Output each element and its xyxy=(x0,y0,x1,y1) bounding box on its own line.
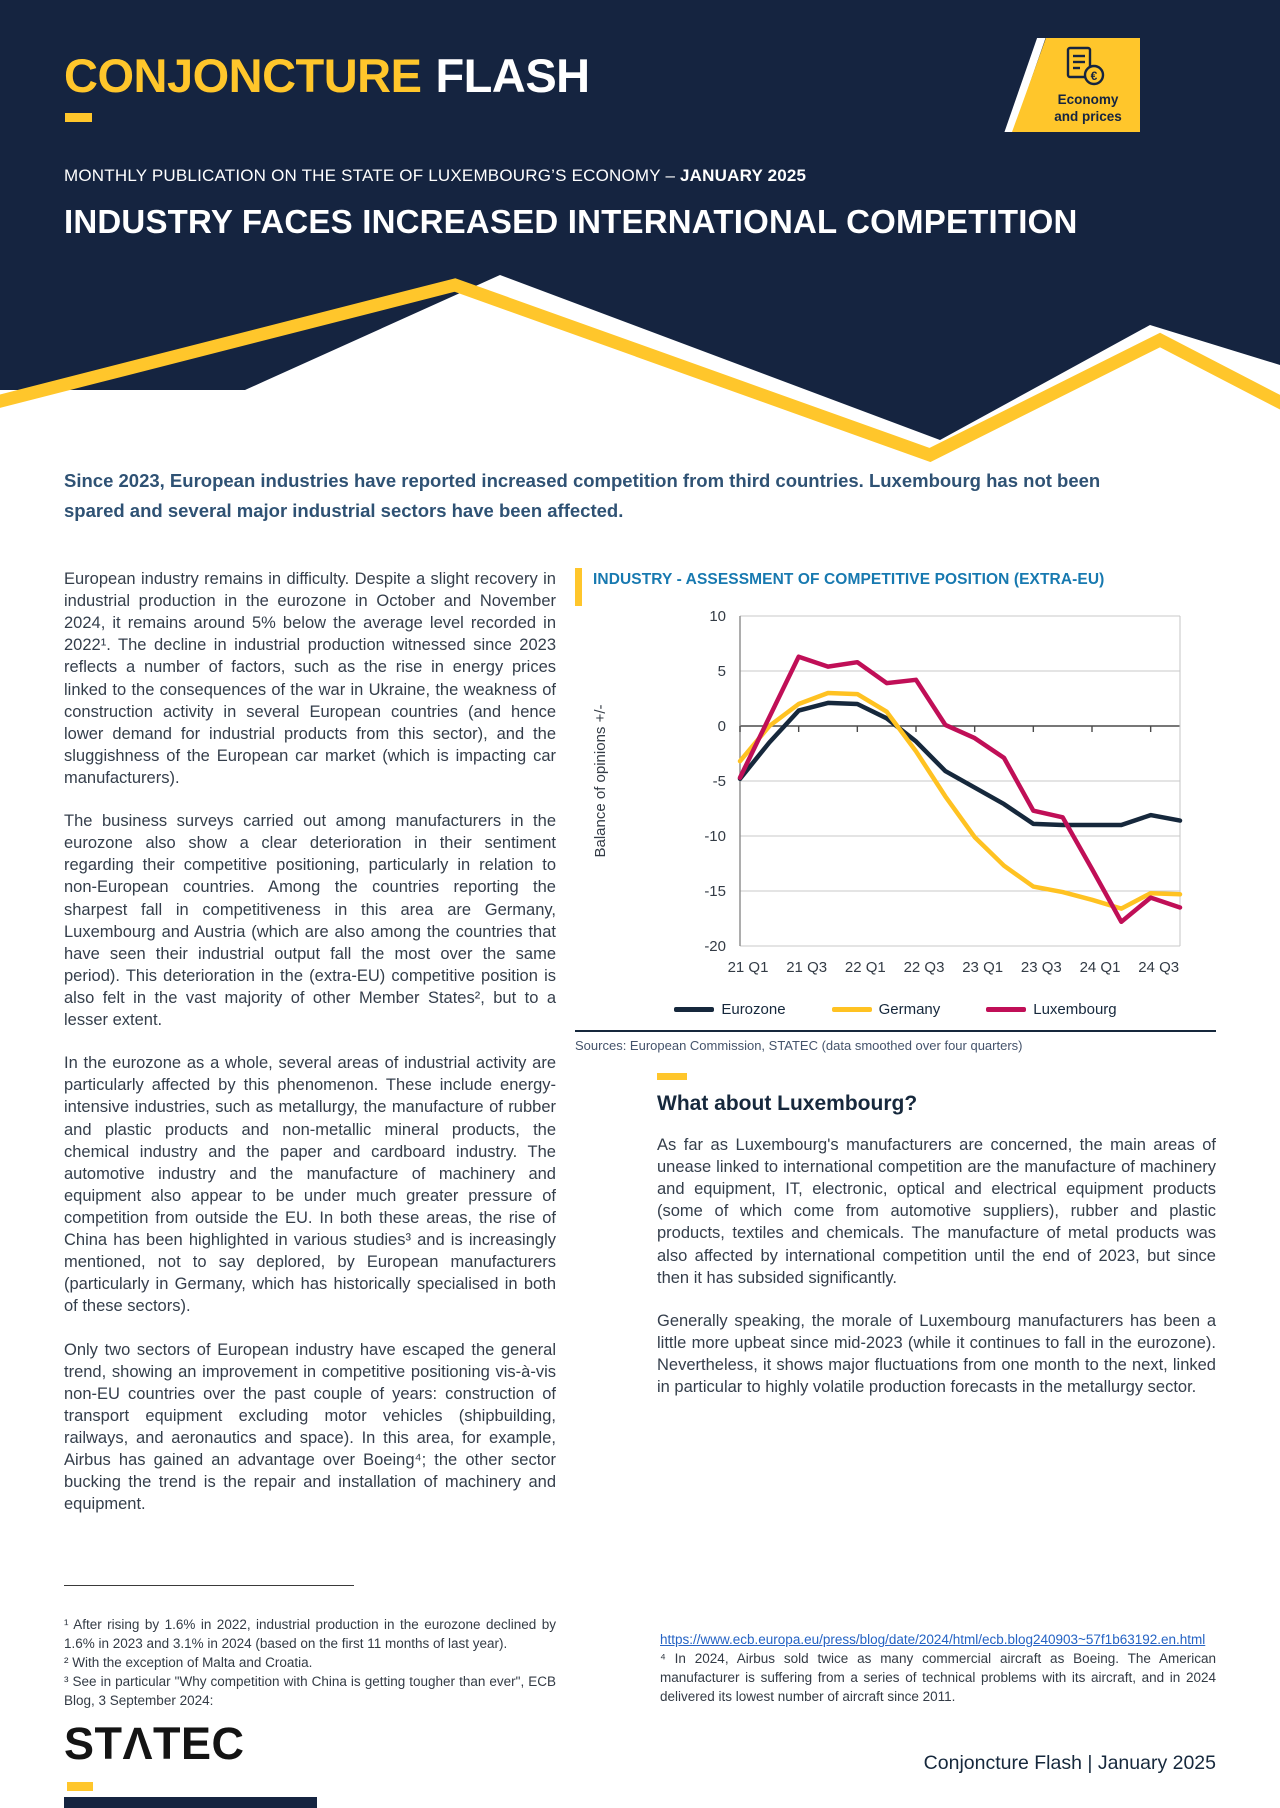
svg-text:0: 0 xyxy=(718,718,726,735)
footnotes-left-column: ¹ After rising by 1.6% in 2022, industri… xyxy=(64,1585,556,1710)
section-paragraph-2: Generally speaking, the morale of Luxemb… xyxy=(657,1311,1216,1397)
chart-source-note: Sources: European Commission, STATEC (da… xyxy=(575,1038,1023,1053)
ecb-blog-link[interactable]: https://www.ecb.europa.eu/press/blog/dat… xyxy=(660,1632,1206,1647)
legend-item-luxembourg: Luxembourg xyxy=(986,1001,1117,1018)
publication-subtitle: MONTHLY PUBLICATION ON THE STATE OF LUXE… xyxy=(64,166,806,186)
publication-logo: CONJONCTURE FLASH xyxy=(64,48,590,103)
legend-label: Germany xyxy=(878,1001,941,1018)
receipt-euro-icon xyxy=(1066,46,1105,86)
left-column: European industry remains in difficulty.… xyxy=(64,568,556,1536)
series-eurozone xyxy=(737,700,1183,828)
accent-dash xyxy=(67,1782,93,1791)
divider-navy-shape xyxy=(0,270,1280,440)
badge-label-line1: Economy xyxy=(1058,92,1119,107)
euro-glyph: € xyxy=(1091,69,1098,83)
footer-publication-date: Conjoncture Flash | January 2025 xyxy=(923,1752,1216,1774)
intro-paragraph: Since 2023, European industries have rep… xyxy=(64,470,1101,521)
body-paragraph-1: European industry remains in difficulty.… xyxy=(64,570,556,787)
footnotes-area: ¹ After rising by 1.6% in 2022, industri… xyxy=(64,1585,1216,1710)
svg-text:24 Q1: 24 Q1 xyxy=(1080,959,1121,976)
subtitle-text: MONTHLY PUBLICATION ON THE STATE OF LUXE… xyxy=(64,166,681,185)
logo-word-conjoncture: CONJONCTURE xyxy=(64,49,422,102)
footnote-4: ⁴ In 2024, Airbus sold twice as many com… xyxy=(660,1650,1216,1704)
chart-header: INDUSTRY - ASSESSMENT OF COMPETITIVE POS… xyxy=(575,568,1216,606)
legend-swatch xyxy=(831,1007,872,1012)
svg-text:-5: -5 xyxy=(713,773,726,790)
legend-item-eurozone: Eurozone xyxy=(674,1001,786,1018)
svg-text:-10: -10 xyxy=(704,828,726,845)
svg-text:22 Q3: 22 Q3 xyxy=(904,959,945,976)
svg-text:-20: -20 xyxy=(704,938,726,955)
economy-and-prices-badge: € Economy and prices xyxy=(1000,38,1140,132)
svg-text:23 Q1: 23 Q1 xyxy=(962,959,1003,976)
body-paragraph-3: In the eurozone as a whole, several area… xyxy=(64,1054,556,1316)
svg-text:-15: -15 xyxy=(704,883,726,900)
svg-text:10: 10 xyxy=(709,608,726,625)
chart-legend: Eurozone Germany Luxembourg xyxy=(575,1001,1216,1018)
section-paragraph-1: As far as Luxembourg's manufacturers are… xyxy=(657,1136,1216,1287)
badge-label-line2: and prices xyxy=(1054,109,1122,124)
accent-dash xyxy=(657,1073,687,1080)
right-column: INDUSTRY - ASSESSMENT OF COMPETITIVE POS… xyxy=(575,568,1216,1419)
svg-text:22 Q1: 22 Q1 xyxy=(845,959,886,976)
economy-prices-icon: € Economy and prices xyxy=(1004,38,1140,132)
footnote-2: ² With the exception of Malta and Croati… xyxy=(64,1654,313,1670)
legend-label: Eurozone xyxy=(721,1001,786,1018)
legend-label: Luxembourg xyxy=(1033,1001,1117,1018)
zigzag-divider xyxy=(0,270,1280,463)
what-about-section: What about Luxembourg? As far as Luxembo… xyxy=(657,1073,1216,1398)
statec-logo: STΛTEC xyxy=(64,1718,245,1769)
accent-dash xyxy=(65,113,92,122)
subtitle-date: JANUARY 2025 xyxy=(680,166,807,185)
sources-divider xyxy=(575,1030,1216,1032)
series-luxembourg xyxy=(737,654,1183,925)
divider-yellow-zigzag xyxy=(0,278,1280,463)
footnote-3: ³ See in particular "Why competition wit… xyxy=(64,1673,556,1708)
legend-swatch xyxy=(986,1007,1027,1012)
legend-item-germany: Germany xyxy=(831,1001,941,1018)
footnote-1: ¹ After rising by 1.6% in 2022, industri… xyxy=(64,1617,556,1651)
page-title: INDUSTRY FACES INCREASED INTERNATIONAL C… xyxy=(64,203,1078,240)
accent-bar xyxy=(575,568,582,606)
footer-navy-strip xyxy=(64,1797,317,1808)
svg-text:Balance of opinions +/-: Balance of opinions +/- xyxy=(592,704,609,857)
section-heading: What about Luxembourg? xyxy=(657,1092,918,1115)
svg-text:5: 5 xyxy=(718,663,726,680)
svg-text:24 Q3: 24 Q3 xyxy=(1138,959,1179,976)
footnote-divider xyxy=(64,1585,354,1586)
body-paragraph-2: The business surveys carried out among m… xyxy=(64,812,556,1030)
body-paragraph-4: Only two sectors of European industry ha… xyxy=(64,1340,556,1514)
chart-title: INDUSTRY - ASSESSMENT OF COMPETITIVE POS… xyxy=(593,571,1105,588)
legend-swatch xyxy=(674,1007,715,1012)
svg-text:21 Q1: 21 Q1 xyxy=(728,959,769,976)
svg-text:23 Q3: 23 Q3 xyxy=(1021,959,1062,976)
series-germany xyxy=(737,690,1183,911)
logo-word-flash: FLASH xyxy=(435,49,590,102)
svg-text:21 Q3: 21 Q3 xyxy=(786,959,827,976)
footnotes-right-column: https://www.ecb.europa.eu/press/blog/dat… xyxy=(660,1585,1216,1710)
